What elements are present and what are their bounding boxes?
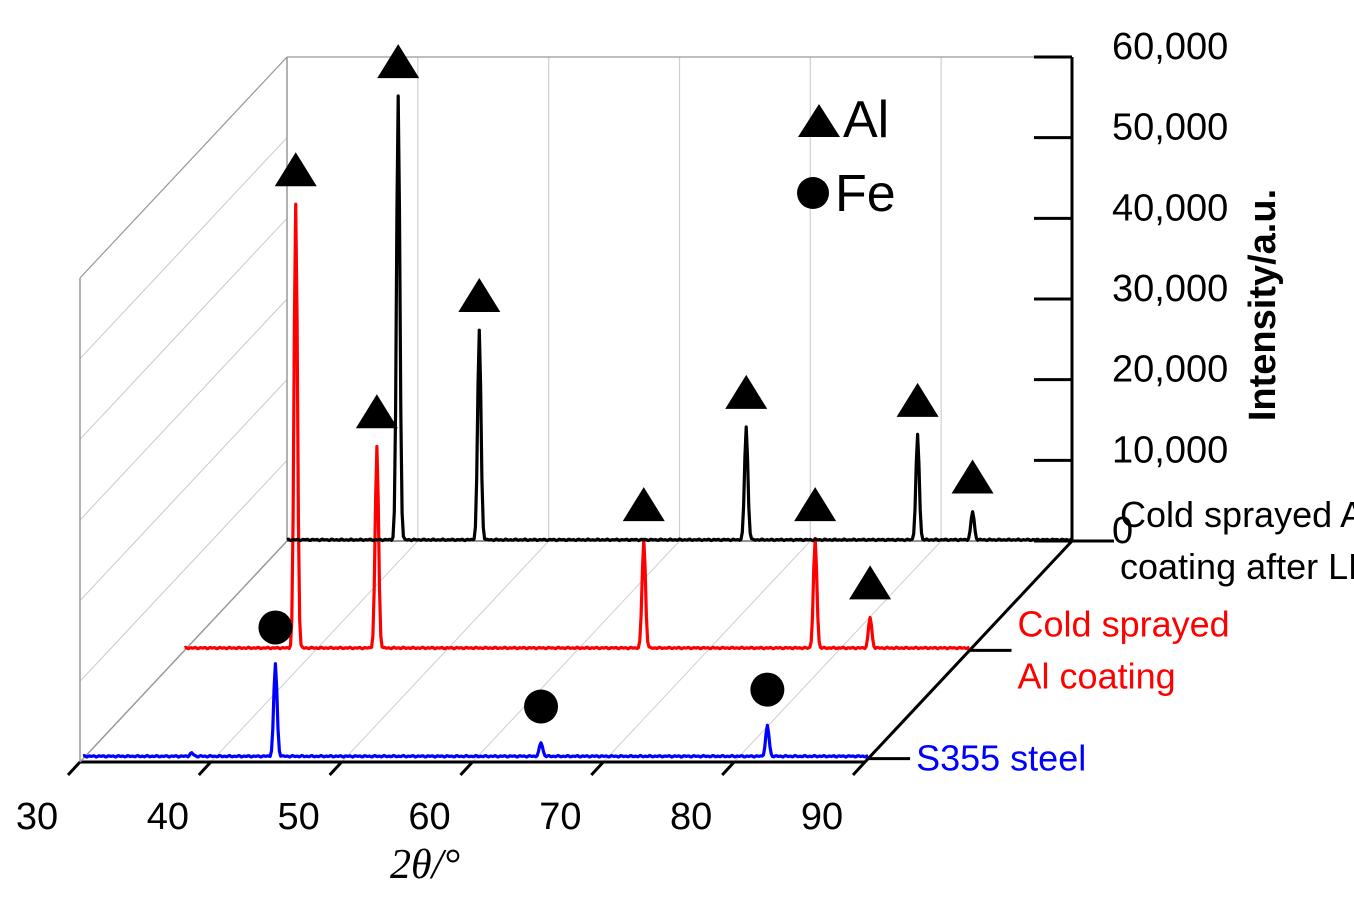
x-tick: [851, 760, 867, 777]
peak-marker-circle: [524, 689, 559, 724]
peak-marker-triangle: [274, 152, 317, 187]
series-label: Al coating: [1018, 655, 1176, 696]
peak-marker-triangle: [377, 44, 420, 79]
floor-grid-line: [472, 540, 680, 763]
y-tick-label: 20,000: [1112, 349, 1228, 391]
floor-grid-line: [210, 540, 419, 763]
legend-label-al: Al: [843, 91, 889, 149]
depth-axis-left: [79, 540, 288, 763]
series-line: [184, 202, 970, 651]
grid-line-diagonal: [79, 217, 288, 440]
series-label: S355 steel: [916, 738, 1086, 779]
y-tick-label: 60,000: [1112, 26, 1228, 68]
peak-marker-triangle: [622, 487, 665, 522]
series-label: Cold sprayed Al: [1120, 494, 1354, 535]
grid-line-diagonal: [79, 298, 288, 521]
series-line: [82, 662, 869, 759]
series-label: coating after LR: [1120, 546, 1354, 587]
legend-circle-icon: [797, 177, 829, 209]
x-tick-label: 90: [801, 796, 843, 838]
top-left-edge: [79, 56, 288, 279]
series-line: [286, 94, 1073, 543]
series-label: Cold sprayed: [1018, 603, 1230, 644]
x-tick-label: 80: [670, 796, 712, 838]
y-axis-title: Intensity/a.u.: [1242, 189, 1284, 421]
x-tick: [590, 760, 605, 777]
y-tick-label: 50,000: [1112, 107, 1228, 149]
peak-marker-triangle: [951, 459, 994, 494]
axes: [66, 55, 1114, 777]
peak-marker-triangle: [355, 394, 398, 429]
floor-grid-line: [341, 540, 550, 763]
x-tick: [328, 760, 343, 777]
x-tick-label: 30: [16, 796, 58, 838]
x-tick-label: 60: [408, 796, 450, 838]
x-tick-label: 50: [278, 796, 320, 838]
legend-label-fe: Fe: [835, 165, 896, 223]
peak-marker-triangle: [794, 487, 837, 522]
peak-marker-triangle: [458, 278, 501, 313]
peak-marker-circle: [750, 672, 785, 707]
legend-triangle-icon: [798, 104, 840, 137]
floor-grid-line: [602, 540, 811, 763]
peak-marker-triangle: [896, 382, 939, 417]
series: [82, 94, 1073, 759]
y-tick-label: 10,000: [1112, 429, 1228, 471]
x-tick-label: 40: [147, 796, 189, 838]
peak-marker-triangle: [849, 565, 892, 600]
x-tick: [197, 760, 212, 777]
x-tick: [459, 760, 474, 777]
grid-line-diagonal: [79, 137, 288, 360]
peak-marker-circle: [258, 610, 293, 645]
y-tick-label: 30,000: [1112, 268, 1228, 310]
peak-markers: [258, 44, 994, 724]
y-tick-label: 0: [1112, 510, 1133, 552]
legend: Al Fe: [797, 91, 896, 223]
peak-marker-triangle: [725, 374, 768, 409]
x-tick: [721, 760, 736, 777]
labels: 0 10,000 20,000 30,000 40,000 50,000 60,000 30 4…: [16, 26, 1354, 838]
depth-axis-line: [863, 539, 1074, 764]
grid-line-diagonal: [79, 459, 288, 682]
x-tick-label: 70: [539, 796, 581, 838]
x-axis-title: 2θ/°: [390, 842, 460, 888]
x-tick: [66, 760, 82, 777]
y-tick-label: 40,000: [1112, 187, 1228, 229]
grid-line-diagonal: [79, 379, 288, 602]
